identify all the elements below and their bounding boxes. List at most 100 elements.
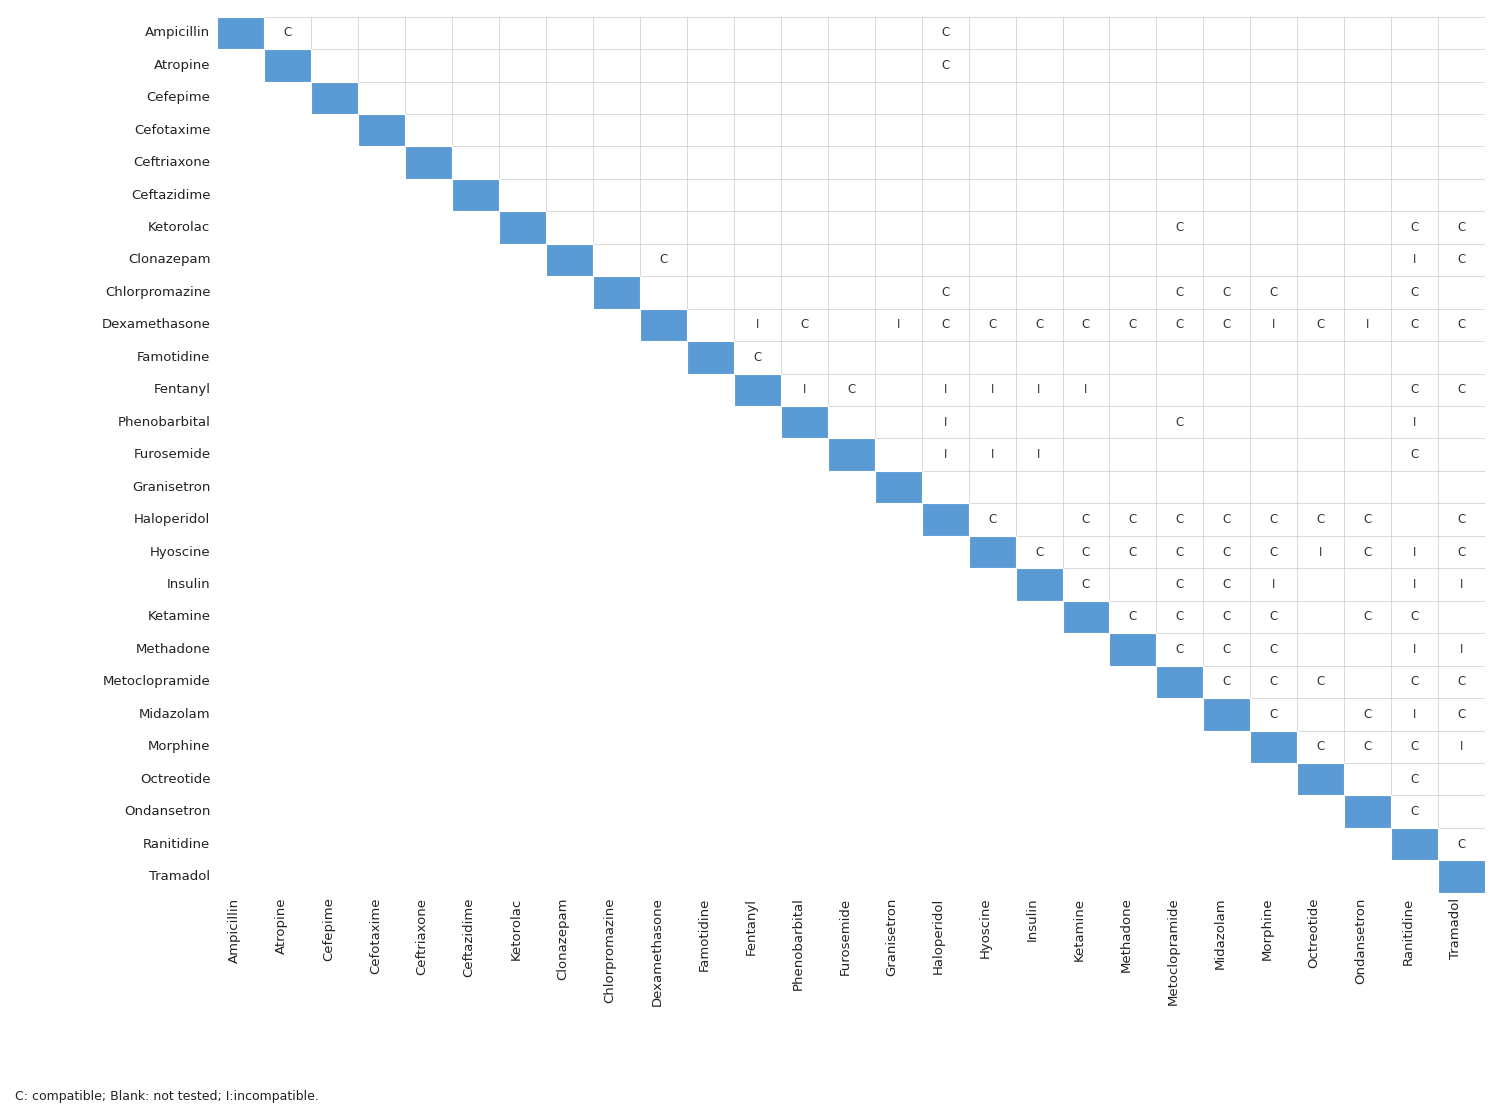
Text: I: I bbox=[1272, 318, 1275, 332]
Bar bbox=[782, 568, 828, 601]
Text: I: I bbox=[1413, 578, 1416, 591]
Text: Furosemide: Furosemide bbox=[839, 897, 852, 975]
Bar bbox=[640, 763, 687, 795]
Bar bbox=[734, 438, 782, 471]
Bar bbox=[312, 82, 358, 114]
Bar bbox=[969, 536, 1016, 568]
Bar bbox=[312, 795, 358, 827]
Bar bbox=[264, 276, 312, 308]
Bar bbox=[500, 536, 546, 568]
Bar bbox=[358, 601, 405, 633]
Bar bbox=[921, 731, 969, 763]
Text: C: C bbox=[1176, 221, 1184, 234]
Bar bbox=[782, 471, 828, 503]
Bar bbox=[405, 698, 451, 731]
Bar bbox=[782, 827, 828, 861]
Bar bbox=[828, 795, 874, 827]
Bar bbox=[921, 795, 969, 827]
Bar bbox=[500, 276, 546, 308]
Text: I: I bbox=[1318, 546, 1323, 559]
Bar bbox=[452, 568, 500, 601]
Bar bbox=[687, 374, 734, 406]
Bar bbox=[546, 342, 592, 374]
Text: C: C bbox=[1222, 643, 1232, 655]
Bar bbox=[1203, 698, 1251, 731]
Bar bbox=[264, 212, 312, 244]
Text: C: C bbox=[1222, 610, 1232, 623]
Bar bbox=[452, 276, 500, 308]
Bar bbox=[1110, 861, 1156, 893]
Bar bbox=[1062, 827, 1110, 861]
Bar bbox=[217, 146, 264, 179]
Bar bbox=[217, 795, 264, 827]
Text: C: C bbox=[1035, 546, 1042, 559]
Bar bbox=[452, 536, 500, 568]
Bar bbox=[874, 665, 921, 698]
Text: C: C bbox=[1364, 708, 1372, 721]
Bar bbox=[734, 861, 782, 893]
Text: I: I bbox=[944, 448, 946, 461]
Bar bbox=[734, 406, 782, 438]
Text: Ceftriaxone: Ceftriaxone bbox=[134, 156, 210, 170]
Bar bbox=[687, 438, 734, 471]
Bar bbox=[640, 503, 687, 536]
Bar bbox=[828, 763, 874, 795]
Bar bbox=[405, 633, 451, 665]
Bar bbox=[734, 665, 782, 698]
Bar bbox=[1062, 633, 1110, 665]
Bar bbox=[1110, 731, 1156, 763]
Bar bbox=[312, 114, 358, 146]
Text: C: C bbox=[1410, 675, 1419, 689]
Text: C: C bbox=[1222, 675, 1232, 689]
Bar bbox=[264, 244, 312, 276]
Bar bbox=[921, 568, 969, 601]
Bar bbox=[592, 698, 640, 731]
Text: C: C bbox=[1458, 221, 1466, 234]
Bar bbox=[358, 568, 405, 601]
Bar bbox=[546, 244, 592, 276]
Text: C: C bbox=[1222, 513, 1232, 526]
Text: I: I bbox=[1038, 448, 1041, 461]
Bar bbox=[1344, 827, 1390, 861]
Bar bbox=[546, 438, 592, 471]
Bar bbox=[312, 568, 358, 601]
Bar bbox=[687, 568, 734, 601]
Text: C: C bbox=[1082, 513, 1090, 526]
Bar bbox=[312, 827, 358, 861]
Text: C: C bbox=[1364, 740, 1372, 753]
Bar bbox=[405, 731, 451, 763]
Bar bbox=[452, 212, 500, 244]
Bar bbox=[782, 406, 828, 438]
Bar bbox=[264, 568, 312, 601]
Bar bbox=[500, 406, 546, 438]
Text: I: I bbox=[1413, 546, 1416, 559]
Text: C: C bbox=[1458, 675, 1466, 689]
Bar bbox=[1016, 763, 1062, 795]
Bar bbox=[687, 406, 734, 438]
Bar bbox=[874, 795, 921, 827]
Bar bbox=[592, 665, 640, 698]
Bar bbox=[592, 276, 640, 308]
Text: I: I bbox=[1460, 643, 1462, 655]
Bar bbox=[358, 342, 405, 374]
Text: C: C bbox=[1410, 286, 1419, 299]
Bar bbox=[312, 276, 358, 308]
Text: C: C bbox=[1269, 610, 1278, 623]
Text: Fentanyl: Fentanyl bbox=[744, 897, 758, 955]
Bar bbox=[546, 698, 592, 731]
Text: C: C bbox=[1176, 546, 1184, 559]
Bar bbox=[1344, 795, 1390, 827]
Bar bbox=[640, 374, 687, 406]
Text: C: C bbox=[1269, 513, 1278, 526]
Bar bbox=[1203, 795, 1251, 827]
Text: I: I bbox=[1460, 740, 1462, 753]
Bar bbox=[452, 601, 500, 633]
Bar bbox=[1062, 861, 1110, 893]
Text: Metoclopramide: Metoclopramide bbox=[102, 675, 210, 689]
Bar bbox=[592, 568, 640, 601]
Bar bbox=[1251, 795, 1298, 827]
Bar bbox=[264, 633, 312, 665]
Bar bbox=[828, 503, 874, 536]
Bar bbox=[640, 342, 687, 374]
Bar bbox=[358, 244, 405, 276]
